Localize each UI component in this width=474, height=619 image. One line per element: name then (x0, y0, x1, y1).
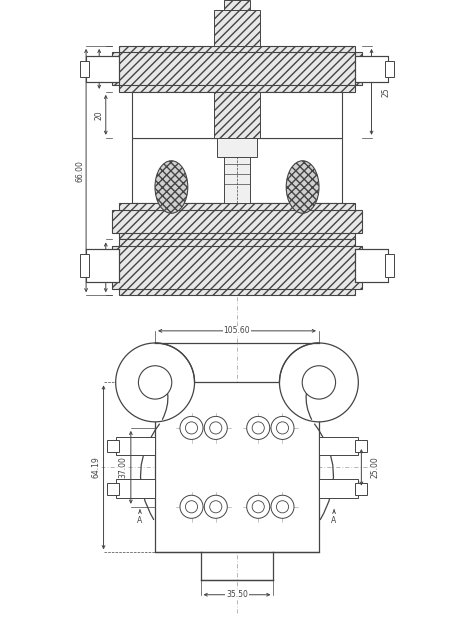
Circle shape (276, 422, 289, 434)
Bar (86, 249, 119, 282)
Text: 64.19: 64.19 (91, 456, 100, 478)
Bar (356, 483, 367, 495)
Circle shape (204, 417, 228, 439)
Bar (107, 483, 118, 495)
Text: 20: 20 (95, 110, 104, 119)
Bar (119, 204, 355, 240)
Circle shape (271, 495, 294, 518)
Text: 25: 25 (382, 87, 391, 97)
Bar (107, 440, 118, 452)
Bar (86, 56, 119, 82)
Circle shape (252, 501, 264, 513)
Bar (217, 138, 257, 157)
Bar (384, 254, 394, 277)
Ellipse shape (155, 161, 188, 213)
Text: 15.00: 15.00 (95, 256, 104, 279)
Bar (112, 246, 362, 288)
Bar (214, 10, 260, 46)
Bar (319, 480, 358, 498)
Text: 105.60: 105.60 (224, 326, 250, 335)
Circle shape (185, 422, 198, 434)
Text: 35.50: 35.50 (226, 591, 248, 599)
Bar (112, 53, 362, 85)
Bar (80, 61, 90, 77)
Text: 66.00: 66.00 (75, 160, 84, 181)
Bar (356, 440, 367, 452)
Text: 37.00: 37.00 (119, 456, 128, 478)
Text: 25.00: 25.00 (371, 456, 380, 478)
Circle shape (252, 422, 264, 434)
Bar (384, 61, 394, 77)
Bar (355, 249, 388, 282)
Bar (224, 138, 250, 204)
Bar (132, 138, 342, 204)
Bar (119, 46, 355, 92)
Circle shape (204, 495, 228, 518)
Circle shape (302, 366, 336, 399)
Text: A-A: A-A (225, 3, 249, 16)
Circle shape (180, 417, 203, 439)
Circle shape (210, 422, 222, 434)
Text: A: A (137, 516, 143, 525)
Bar (116, 437, 155, 455)
Circle shape (210, 501, 222, 513)
Circle shape (116, 343, 194, 422)
Bar (319, 437, 358, 455)
Circle shape (280, 343, 358, 422)
Text: A: A (331, 516, 337, 525)
Circle shape (246, 495, 270, 518)
Bar (155, 383, 319, 552)
Ellipse shape (286, 161, 319, 213)
Circle shape (246, 417, 270, 439)
Circle shape (138, 366, 172, 399)
Bar (224, 0, 250, 10)
Bar (112, 210, 362, 233)
Circle shape (180, 495, 203, 518)
Bar (132, 92, 342, 138)
Bar (116, 480, 155, 498)
Bar (80, 254, 90, 277)
Bar (214, 92, 260, 138)
Bar (355, 56, 388, 82)
Bar (119, 240, 355, 295)
Circle shape (276, 501, 289, 513)
Circle shape (271, 417, 294, 439)
Text: 13.50: 13.50 (88, 58, 97, 80)
Circle shape (185, 501, 198, 513)
